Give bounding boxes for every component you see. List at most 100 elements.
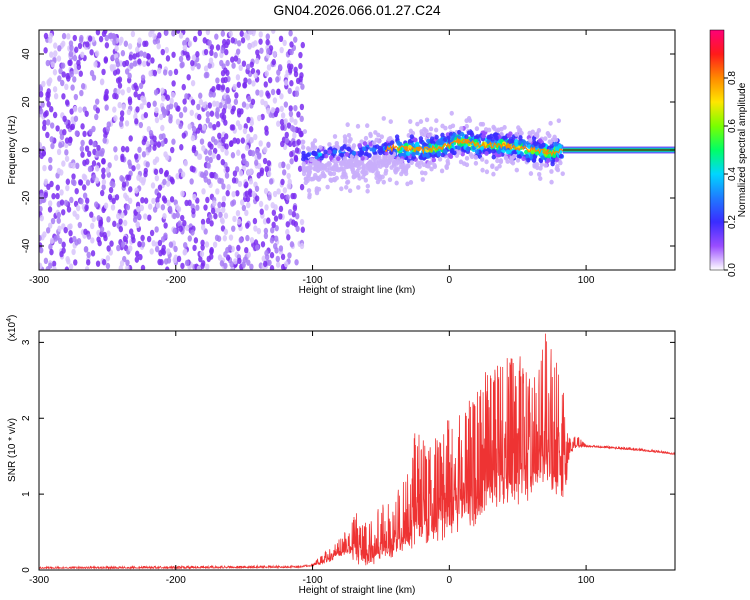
heatmap-cell (176, 105, 181, 112)
heatmap-cell (200, 224, 206, 231)
heatmap-cell (162, 197, 168, 204)
heatmap-cell (292, 192, 297, 200)
heatmap-cell (154, 156, 160, 163)
heatmap-cell (119, 175, 124, 182)
heatmap-cell (44, 110, 49, 117)
heatmap-cell (351, 150, 357, 156)
heatmap-cell (190, 229, 195, 236)
heatmap-cell (166, 199, 171, 207)
colorbar-tick-label: 0.2 (727, 215, 738, 229)
heatmap-cell (96, 144, 101, 152)
heatmap-cell (246, 201, 251, 209)
heatmap-cell (231, 225, 236, 232)
heatmap-cell (215, 77, 220, 84)
heatmap-cell (388, 155, 394, 160)
heatmap-cell (386, 136, 392, 142)
heatmap-cell (515, 157, 521, 163)
heatmap-cell (43, 32, 49, 40)
heatmap-cell (98, 219, 103, 227)
heatmap-cell (242, 256, 248, 263)
heatmap-cell (196, 265, 202, 270)
heatmap-cell (230, 56, 235, 63)
heatmap-cell (271, 30, 276, 34)
heatmap-cell (115, 77, 121, 84)
heatmap-cell (78, 70, 83, 77)
heatmap-cell (87, 165, 93, 173)
heatmap-cell (235, 137, 241, 145)
heatmap-cell (514, 132, 519, 137)
heatmap-cell (72, 179, 77, 187)
heatmap-cell (157, 258, 162, 266)
heatmap-cell (104, 88, 109, 96)
heatmap-cell (86, 150, 92, 158)
heatmap-cell (232, 215, 237, 223)
heatmap-cell (195, 51, 200, 58)
heatmap-cell (201, 260, 206, 267)
heatmap-cell (140, 241, 146, 248)
heatmap-cell (61, 71, 66, 78)
heatmap-cell (269, 265, 275, 270)
heatmap-cell (45, 227, 51, 234)
heatmap-cell (187, 235, 192, 242)
heatmap-cell (152, 69, 158, 77)
heatmap-cell (356, 185, 361, 190)
heatmap-cell (211, 152, 216, 159)
heatmap-cell (278, 205, 284, 213)
heatmap-cell (332, 177, 338, 183)
heatmap-cell (94, 165, 100, 172)
heatmap-cell (58, 67, 63, 75)
colorbar-tick-label: 0.4 (727, 167, 738, 181)
heatmap-cell (123, 40, 129, 47)
heatmap-cell (262, 218, 268, 225)
heatmap-cell (59, 189, 64, 196)
heatmap-cell (240, 37, 246, 44)
heatmap-cell (254, 195, 260, 202)
heatmap-cell (275, 76, 280, 83)
heatmap-cell (207, 149, 213, 156)
heatmap-cell (237, 123, 243, 131)
heatmap-cell (101, 184, 106, 191)
heatmap-cell (160, 48, 165, 56)
heatmap-cell (266, 217, 271, 224)
heatmap-x-label: Height of straight line (km) (299, 285, 416, 296)
heatmap-cell (259, 167, 265, 174)
heatmap-cell (325, 184, 330, 190)
heatmap-cell (395, 167, 400, 173)
heatmap-cell (365, 183, 371, 189)
heatmap-cell (399, 158, 404, 164)
heatmap-cell (153, 89, 159, 96)
heatmap-cell (261, 255, 266, 262)
heatmap-cell (220, 206, 226, 214)
heatmap-cell (373, 158, 379, 163)
heatmap-cell (191, 166, 196, 173)
x-tick-label: -300 (29, 575, 49, 586)
heatmap-cell (169, 196, 175, 203)
heatmap-cell (133, 91, 138, 98)
heatmap-cell (173, 245, 178, 253)
heatmap-cell (459, 131, 465, 137)
heatmap-cell (39, 214, 44, 222)
heatmap-cell (147, 146, 152, 153)
heatmap-cell (487, 134, 492, 140)
heatmap-cell (292, 205, 298, 212)
heatmap-cell (231, 199, 237, 206)
heatmap-cell (55, 184, 60, 191)
heatmap-y-label: Frequency (Hz) (7, 116, 18, 185)
heatmap-cell (236, 244, 241, 252)
heatmap-cell (236, 40, 242, 47)
heatmap-cell (181, 83, 186, 91)
heatmap-cell (189, 178, 194, 185)
heatmap-cell (424, 128, 429, 134)
heatmap-cell (241, 204, 247, 212)
heatmap-cell (528, 171, 534, 176)
heatmap-cell (169, 176, 174, 183)
heatmap-cell (209, 171, 214, 179)
heatmap-cell (170, 146, 175, 154)
heatmap-cell (66, 206, 72, 213)
heatmap-cell (156, 192, 162, 199)
heatmap-cell (238, 170, 244, 177)
heatmap-cell (355, 123, 361, 129)
heatmap-cell (279, 105, 284, 113)
heatmap-cell (65, 72, 70, 80)
